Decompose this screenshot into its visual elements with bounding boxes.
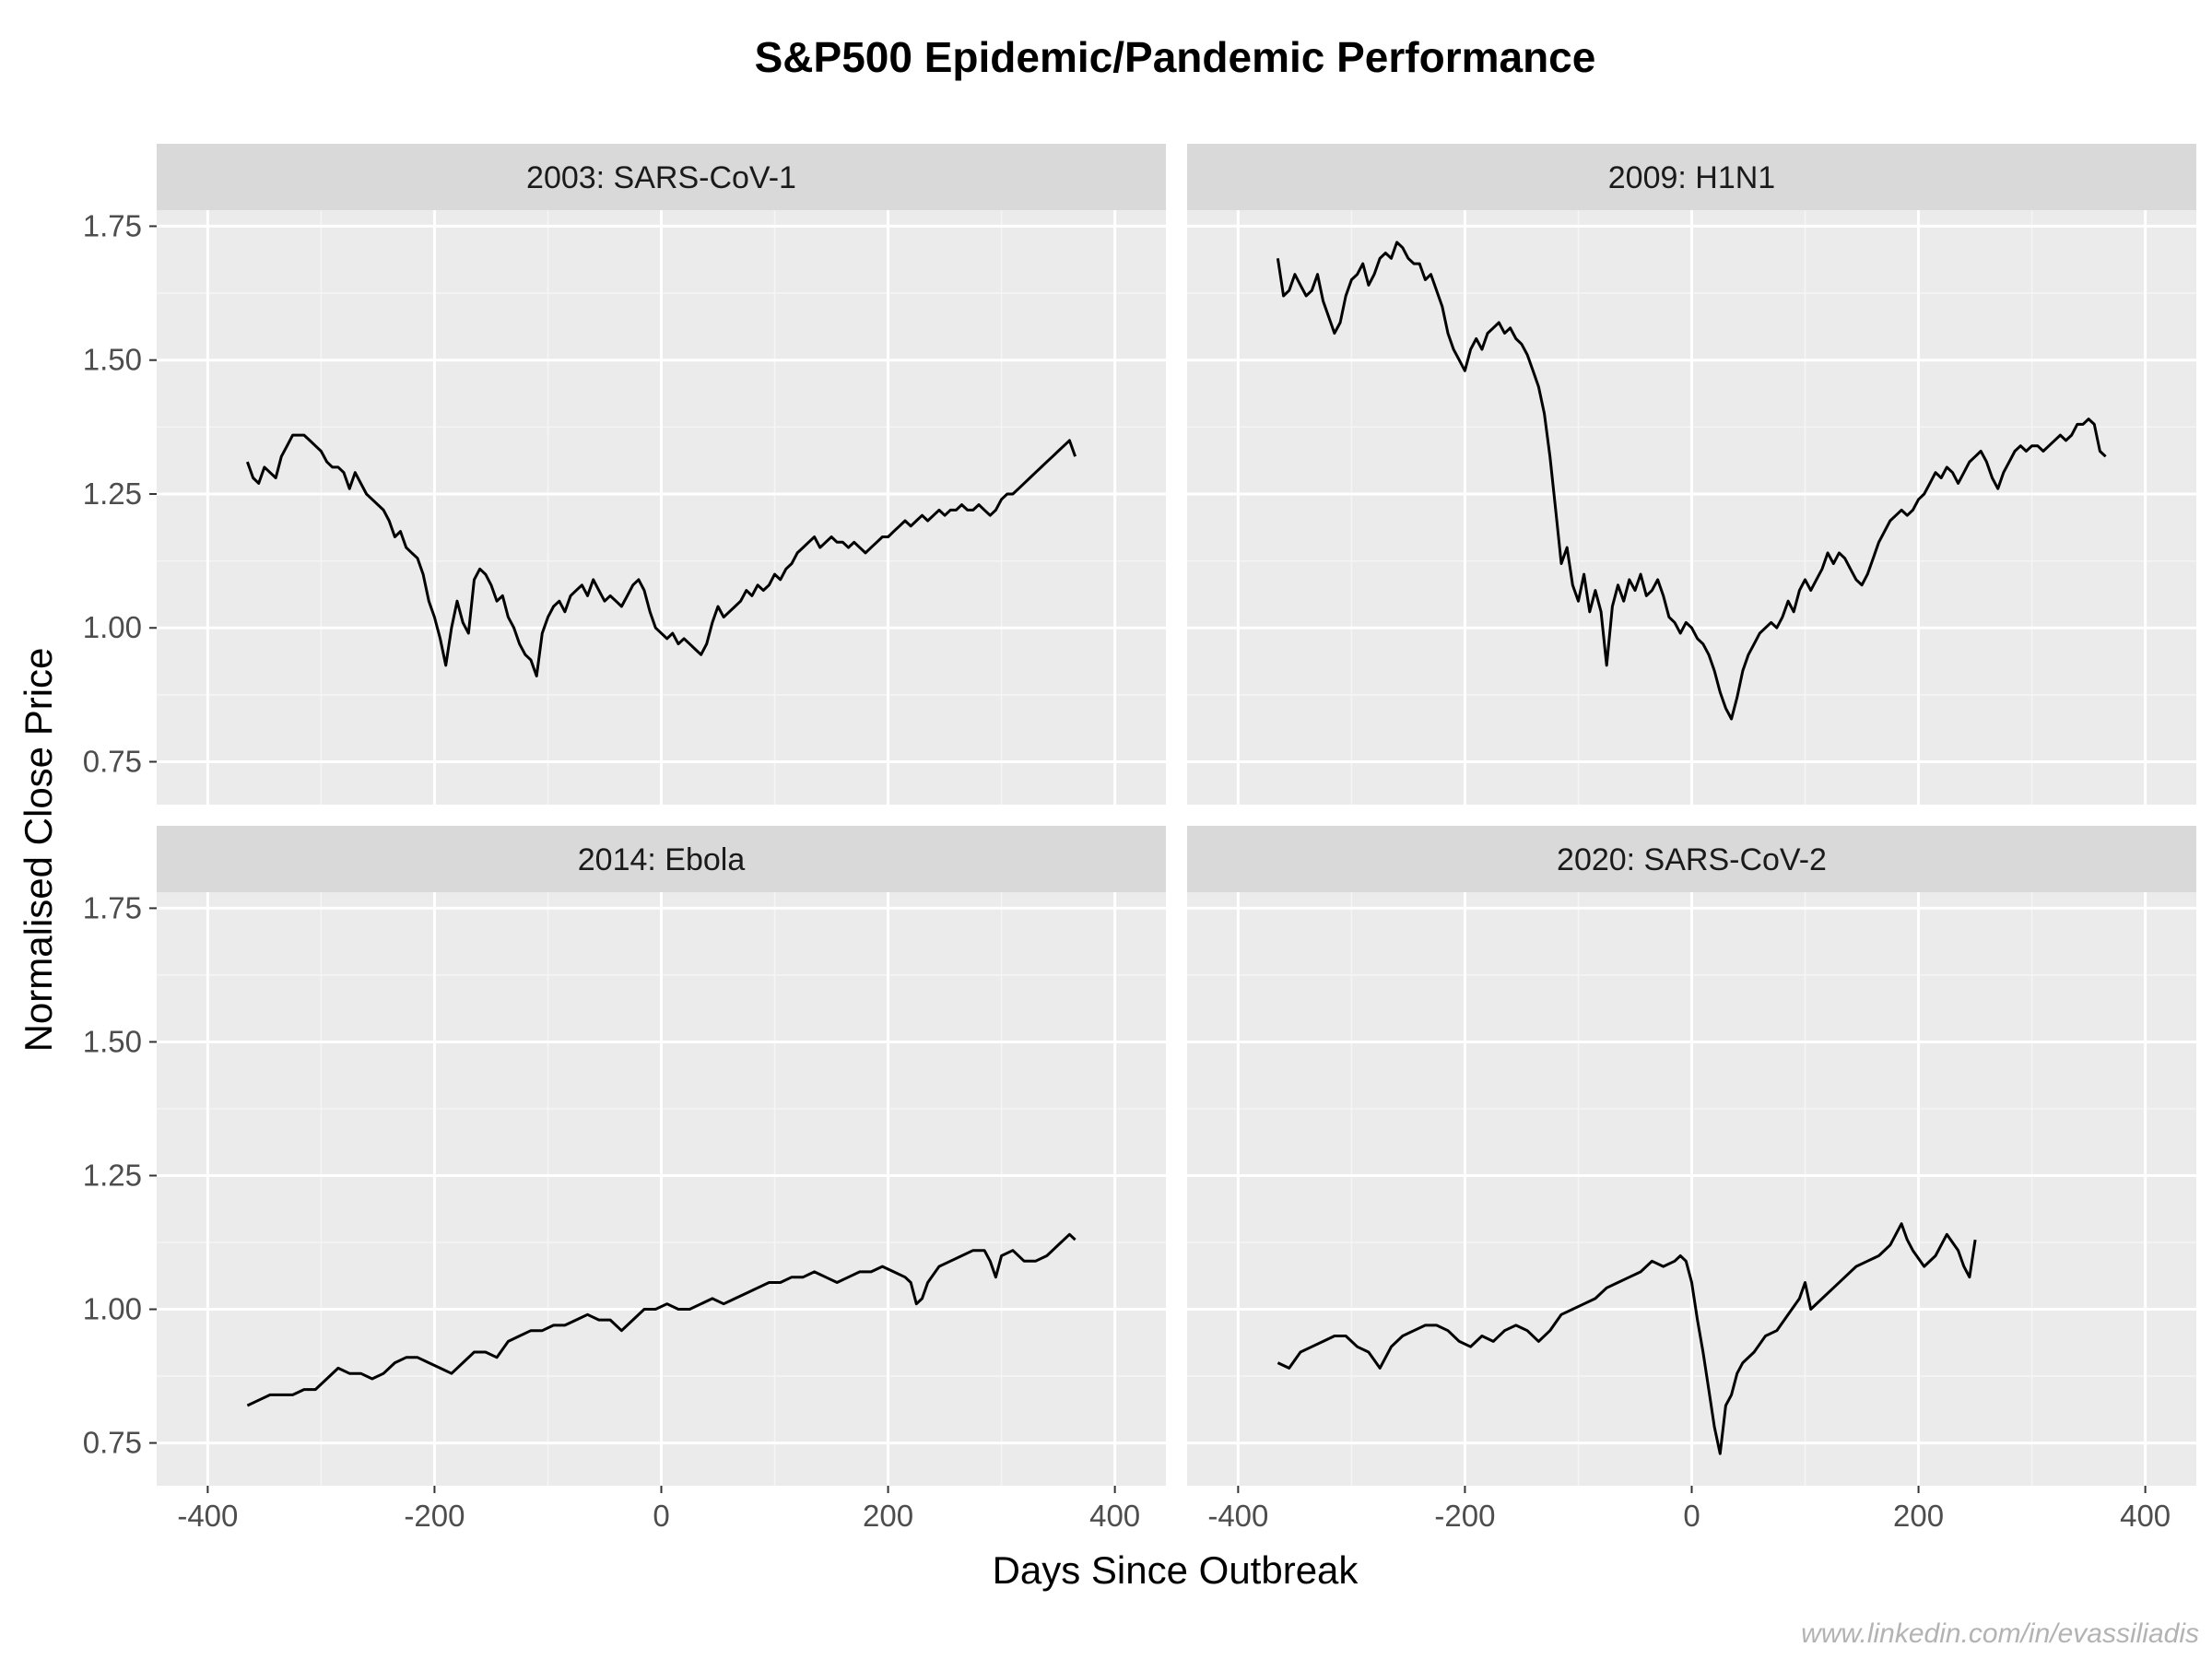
y-tick-label: 1.00 [83,610,142,644]
panel-label: 2009: H1N1 [1608,160,1775,195]
panel-strip [1187,144,2196,210]
y-tick-label: 0.75 [83,1426,142,1460]
x-tick-label: -400 [1207,1499,1268,1533]
x-tick-label: 400 [2120,1499,2171,1533]
x-tick-label: 200 [863,1499,913,1533]
series-line [245,433,1077,677]
credit-text: www.linkedin.com/in/evassiliadis [1801,1618,2199,1649]
panel-label: 2003: SARS-CoV-1 [526,160,796,195]
panel-4: 2020: SARS-CoV-2 -400 -200 0 200 400 [1187,826,2196,1533]
y-axis-title: Normalised Close Price [17,648,60,1053]
y-tick-label: 1.25 [83,1158,142,1192]
panel-label: 2014: Ebola [578,842,746,877]
panel-label: 2020: SARS-CoV-2 [1557,842,1827,877]
x-tick-label: 0 [1683,1499,1700,1533]
y-tick-label: 1.50 [83,1024,142,1058]
y-tick-label: 1.25 [83,477,142,511]
panel-strip [1187,826,2196,892]
panel-strip [157,826,1166,892]
x-tick-label: -200 [404,1499,465,1533]
x-tick-label: 400 [1089,1499,1140,1533]
panel-strip [157,144,1166,210]
y-tick-label: 1.00 [83,1292,142,1326]
x-axis-title: Days Since Outbreak [993,1548,1359,1592]
y-tick-label: 1.75 [83,208,142,242]
panel-1: 2003: SARS-CoV-1 0.75 1.00 1.25 1.50 1.75 [83,144,1166,805]
series-line [1276,241,2107,721]
x-tick-label: -200 [1434,1499,1495,1533]
series-line [246,1232,1077,1407]
x-tick-label: 0 [653,1499,669,1533]
x-tick-label: 200 [1893,1499,1944,1533]
chart-title: S&P500 Epidemic/Pandemic Performance [755,33,1596,81]
x-tick-label: -400 [177,1499,238,1533]
series-line [1277,1222,1977,1455]
y-tick-label: 1.75 [83,890,142,924]
facet-panels: 2003: SARS-CoV-1 0.75 1.00 1.25 1.50 1.75 2009… [83,144,2196,1533]
y-tick-label: 0.75 [83,745,142,779]
y-tick-label: 1.50 [83,343,142,377]
panel-3: 2014: Ebola 0.75 1.00 1.25 1.50 1.75 -400 -200 0… [83,826,1166,1533]
panel-2: 2009: H1N1 [1187,144,2196,805]
